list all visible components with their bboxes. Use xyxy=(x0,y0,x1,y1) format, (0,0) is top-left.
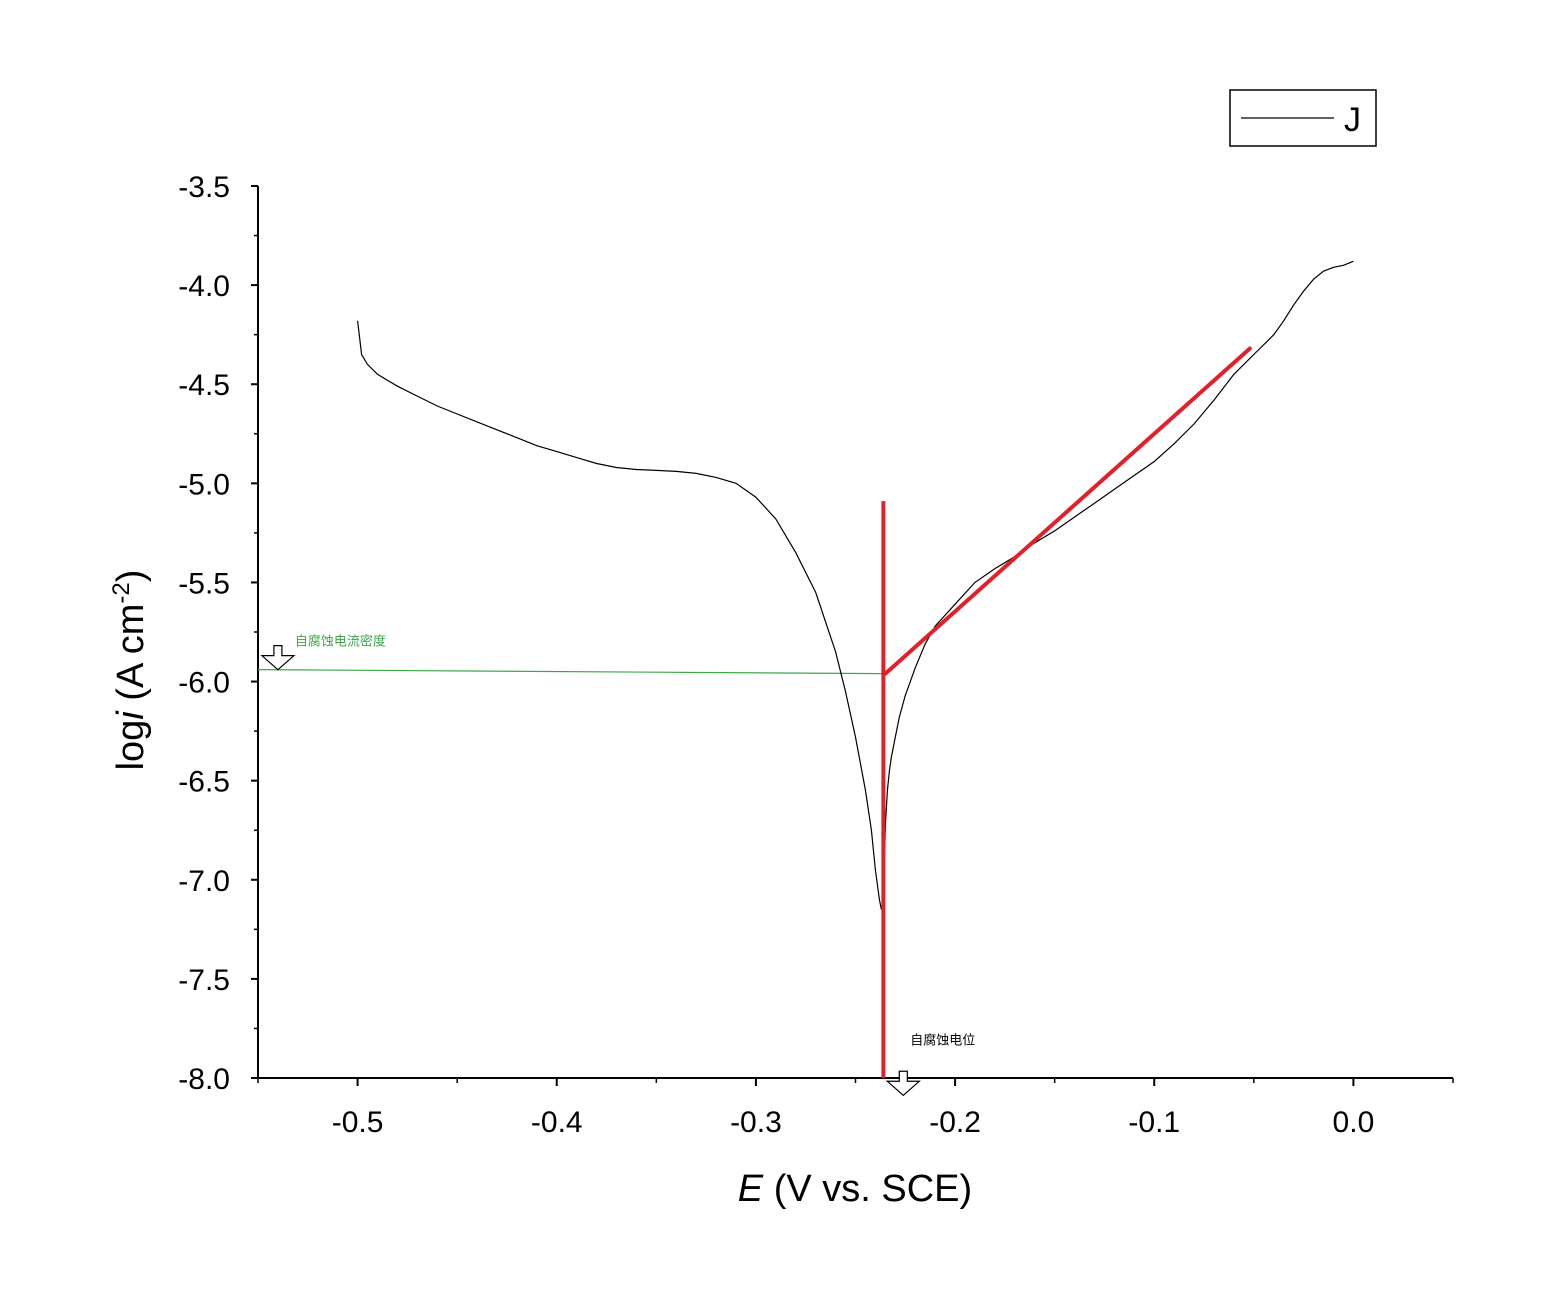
x-tick-label: -0.4 xyxy=(531,1106,583,1139)
icorr-arrow-icon xyxy=(260,645,296,671)
y-tick-label: -6.0 xyxy=(178,667,230,700)
legend-label-j: J xyxy=(1344,101,1361,139)
plot-area xyxy=(257,260,1354,1078)
x-tick-label: -0.5 xyxy=(332,1106,384,1139)
y-tick-label: -7.5 xyxy=(178,964,230,997)
y-tick-label: -4.0 xyxy=(178,270,230,303)
y-tick-label: -7.0 xyxy=(178,865,230,898)
x-tick-label: -0.3 xyxy=(730,1106,782,1139)
axes xyxy=(257,186,1453,1079)
ecorr-arrow-icon xyxy=(885,1070,921,1097)
icorr-line xyxy=(257,669,884,675)
y-axis-title-prefix: log xyxy=(110,720,152,771)
y-tick-label: -8.0 xyxy=(178,1063,230,1096)
y-tick-label: -3.5 xyxy=(178,171,230,204)
x-axis-title-italic: E xyxy=(738,1168,764,1210)
y-axis-title-close: ) xyxy=(110,570,152,583)
y-tick-label: -5.0 xyxy=(178,468,230,501)
x-tick-label: 0.0 xyxy=(1333,1106,1375,1139)
y-tick-label: -6.5 xyxy=(178,766,230,799)
x-ticks: -0.5 -0.4 -0.3 -0.2 -0.1 0.0 xyxy=(257,1078,1454,1139)
x-tick-label: -0.1 xyxy=(1128,1106,1180,1139)
y-axis-title: logi (A cm-2) xyxy=(108,570,152,771)
x-tick-label: -0.2 xyxy=(929,1106,981,1139)
x-axis-title-rest: (V vs. SCE) xyxy=(763,1168,972,1210)
tafel-anodic-line xyxy=(883,346,1252,676)
y-axis-title-rest: (A cm xyxy=(110,604,152,712)
y-ticks: -3.5 -4.0 -4.5 -5.0 -5.5 -6.0 -6.5 -7.0 -7.5 -8.0 xyxy=(178,171,258,1096)
x-axis-title: E (V vs. SCE) xyxy=(738,1168,972,1210)
ecorr-label: 自腐蚀电位 xyxy=(910,1033,975,1048)
y-tick-label: -5.5 xyxy=(178,567,230,600)
icorr-label: 自腐蚀电流密度 xyxy=(295,634,386,650)
y-axis-title-sup: -2 xyxy=(108,582,135,603)
y-tick-label: -4.5 xyxy=(178,369,230,402)
series-line-j xyxy=(357,260,1354,910)
legend: J xyxy=(1229,89,1377,147)
y-axis-title-italic: i xyxy=(110,710,152,720)
